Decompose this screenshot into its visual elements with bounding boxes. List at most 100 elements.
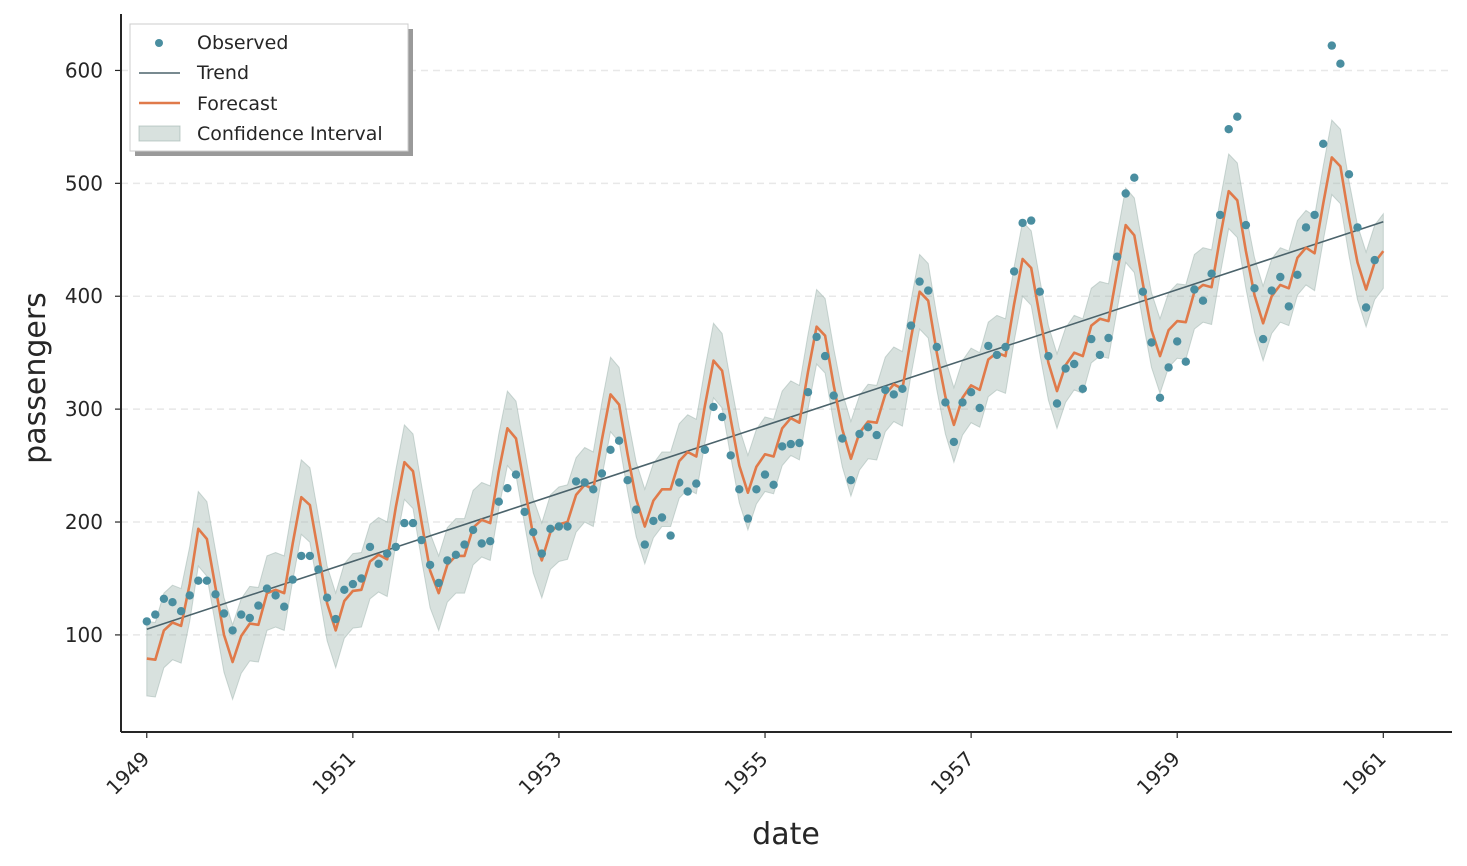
observed-point — [1310, 210, 1319, 220]
observed-point — [503, 484, 512, 493]
observed-point — [889, 390, 898, 399]
observed-point — [795, 438, 804, 448]
observed-point — [434, 578, 443, 588]
observed-point — [1104, 333, 1113, 343]
legend-trend-label: Trend — [196, 62, 249, 84]
observed-point — [322, 593, 332, 602]
observed-point — [1207, 269, 1216, 278]
observed-point — [915, 277, 924, 286]
observed-point — [486, 537, 495, 546]
observed-point — [563, 522, 572, 531]
observed-point — [546, 524, 555, 533]
observed-point — [374, 559, 383, 568]
observed-point — [812, 332, 821, 342]
observed-point — [597, 469, 607, 478]
observed-point — [1087, 334, 1096, 344]
observed-point — [425, 560, 435, 570]
observed-point — [803, 388, 813, 397]
observed-point — [846, 476, 856, 485]
x-tick-label: 1951 — [307, 747, 360, 800]
observed-point — [709, 402, 718, 412]
observed-point — [941, 398, 950, 407]
observed-point — [237, 610, 246, 619]
y-tick-label: 300 — [65, 397, 103, 421]
observed-point — [365, 542, 375, 552]
y-tick-label: 600 — [65, 58, 103, 82]
observed-point — [1181, 357, 1191, 366]
observed-point — [443, 556, 452, 565]
observed-point — [254, 601, 263, 610]
y-axis-label: passengers — [18, 292, 53, 464]
observed-point — [245, 613, 254, 623]
observed-point — [898, 384, 907, 393]
observed-point — [1018, 218, 1027, 228]
observed-point — [966, 388, 976, 397]
observed-point — [1353, 223, 1362, 232]
x-tick-label: 1953 — [514, 747, 567, 800]
observed-point — [1009, 267, 1019, 276]
observed-point — [262, 584, 272, 593]
y-axis-ticks: 100 200 300 400 500 600 — [65, 58, 121, 647]
observed-point — [683, 487, 692, 496]
legend-ci-marker — [138, 125, 181, 142]
observed-point — [1250, 284, 1259, 293]
observed-point — [477, 539, 486, 548]
observed-point — [340, 585, 349, 594]
observed-point — [752, 485, 761, 494]
observed-point — [271, 591, 280, 600]
legend-box — [129, 23, 409, 152]
observed-point — [305, 551, 315, 561]
axes — [120, 14, 1452, 733]
observed-point — [1276, 272, 1285, 282]
legend: Observed Trend Forecast Confidence Inter… — [129, 23, 413, 156]
observed-point — [348, 579, 358, 589]
observed-point — [1319, 139, 1328, 148]
observed-point — [1138, 287, 1148, 296]
observed-point — [769, 480, 778, 489]
observed-point — [1035, 287, 1045, 296]
observed-point — [417, 535, 426, 545]
observed-point — [872, 430, 881, 440]
x-tick-label: 1959 — [1132, 747, 1185, 800]
observed-point — [280, 602, 289, 611]
observed-point — [1215, 210, 1225, 220]
observed-point — [194, 576, 203, 585]
observed-point — [1258, 334, 1268, 344]
observed-point — [881, 385, 890, 395]
observed-point — [202, 576, 212, 585]
observed-point — [1121, 189, 1130, 198]
observed-point — [863, 423, 873, 432]
confidence-interval-band — [146, 119, 1384, 701]
observed-point — [1361, 303, 1371, 312]
observed-point — [357, 574, 366, 583]
observed-point — [1078, 384, 1088, 393]
observed-point — [726, 451, 735, 460]
observed-point — [1001, 342, 1010, 352]
trend-line — [146, 220, 1384, 631]
observed-point — [760, 470, 770, 479]
observed-point — [623, 476, 632, 485]
observed-point — [949, 437, 959, 447]
observed-point — [906, 321, 916, 330]
observed-point — [1336, 59, 1345, 68]
observed-point — [657, 513, 667, 522]
x-tick-label: 1955 — [720, 747, 773, 800]
observed-point — [735, 485, 744, 494]
observed-point — [151, 610, 160, 619]
observed-point — [297, 551, 306, 561]
x-tick-label: 1957 — [926, 747, 979, 800]
observed-point — [932, 342, 941, 352]
observed-point — [1190, 285, 1199, 294]
observed-points — [142, 41, 1379, 635]
observed-point — [529, 528, 538, 537]
observed-point — [743, 514, 753, 523]
observed-point — [640, 540, 649, 549]
observed-point — [1155, 393, 1165, 402]
forecast-line — [146, 156, 1385, 664]
observed-point — [924, 286, 933, 295]
observed-point — [451, 550, 461, 559]
observed-point — [211, 590, 220, 599]
observed-point — [1147, 338, 1156, 347]
observed-point — [580, 478, 589, 487]
x-tick-label: 1949 — [101, 747, 154, 800]
